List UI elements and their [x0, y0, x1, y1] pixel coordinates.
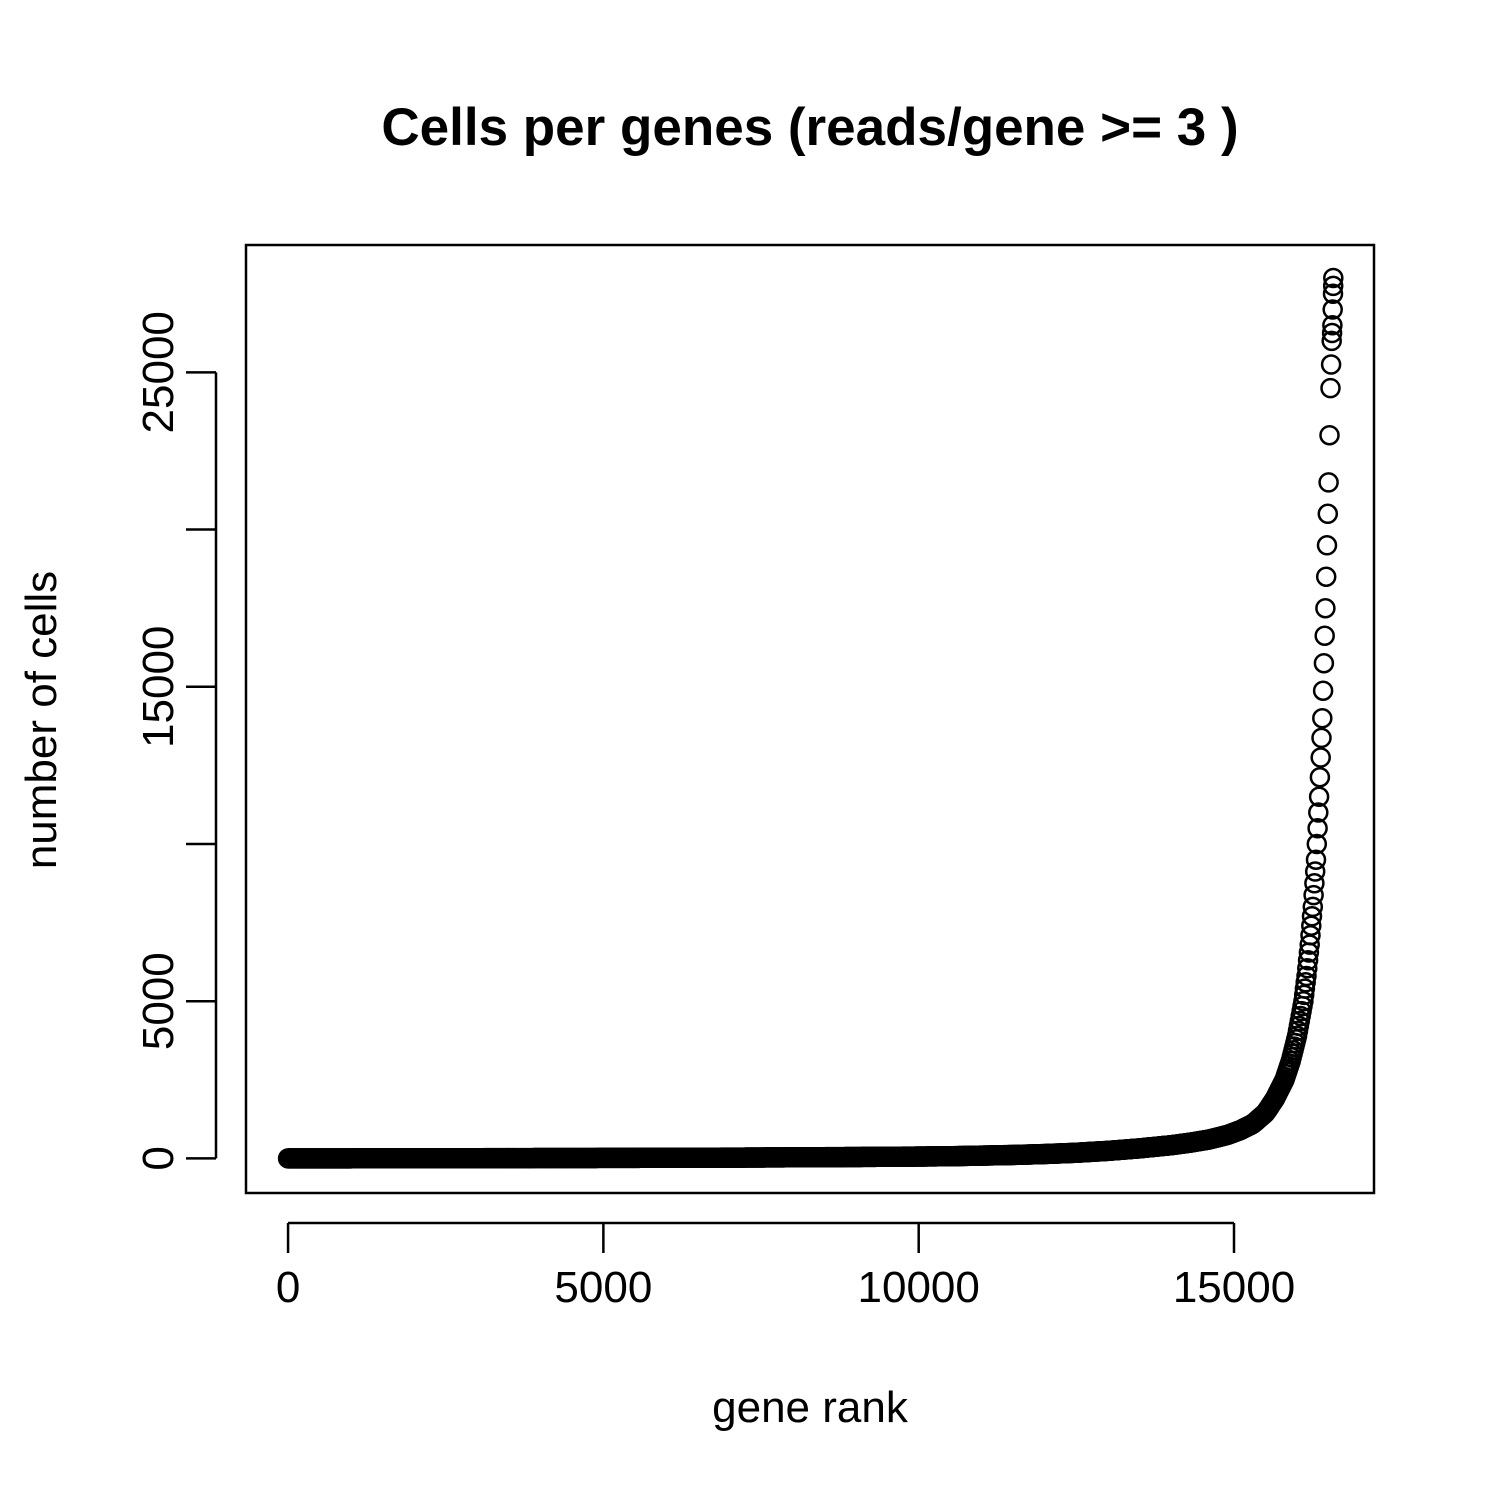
data-point — [1306, 833, 1328, 855]
x-axis-label: gene rank — [712, 1383, 909, 1432]
data-point — [1308, 786, 1330, 808]
data-point — [1321, 322, 1343, 344]
y-axis-label: number of cells — [17, 571, 66, 869]
data-point — [1322, 314, 1343, 336]
x-tick-label: 5000 — [554, 1263, 652, 1312]
x-tick-label: 10000 — [858, 1263, 980, 1312]
data-point — [1301, 906, 1323, 927]
data-point — [1302, 896, 1324, 918]
data-point — [1297, 957, 1318, 979]
data-point — [1303, 884, 1324, 906]
data-point — [1294, 978, 1316, 999]
data-point — [1307, 818, 1328, 839]
data-point — [1297, 950, 1319, 971]
x-tick-label: 15000 — [1173, 1263, 1295, 1312]
y-tick-label: 5000 — [134, 952, 183, 1050]
data-point — [1304, 861, 1326, 882]
data-point — [1322, 283, 1344, 304]
data-point — [1311, 727, 1332, 749]
chart-title: Cells per genes (reads/gene >= 3 ) — [381, 98, 1238, 157]
x-axis: 0 5000 10000 15000 — [276, 1221, 1295, 1312]
data-point — [1296, 965, 1317, 987]
y-axis: 0 5000 15000 25000 — [134, 311, 218, 1171]
data-point — [1305, 849, 1327, 870]
data-point — [1312, 680, 1334, 701]
data-point — [1310, 747, 1331, 768]
data-point — [1320, 377, 1341, 399]
data-point — [1295, 972, 1316, 993]
data-points — [277, 267, 1344, 1169]
x-tick-label: 0 — [276, 1263, 300, 1312]
data-point — [1312, 707, 1333, 729]
data-point — [1322, 299, 1343, 320]
data-point — [1320, 354, 1342, 375]
y-tick-label: 0 — [134, 1146, 183, 1170]
data-point — [1316, 535, 1338, 556]
data-point — [1304, 873, 1325, 894]
data-point — [1315, 597, 1336, 619]
data-point — [1308, 802, 1329, 823]
data-point — [1319, 424, 1340, 446]
data-point — [1317, 503, 1339, 525]
data-point — [1314, 625, 1335, 646]
data-point — [1318, 472, 1339, 493]
data-point — [1313, 652, 1335, 674]
data-point — [1309, 766, 1331, 788]
plot-frame — [244, 243, 1376, 1195]
y-tick-label: 25000 — [134, 311, 183, 433]
data-point — [1322, 275, 1344, 297]
data-point — [1315, 566, 1337, 587]
data-point — [1321, 330, 1342, 352]
y-tick-label: 15000 — [134, 626, 183, 748]
data-point — [1323, 267, 1344, 289]
